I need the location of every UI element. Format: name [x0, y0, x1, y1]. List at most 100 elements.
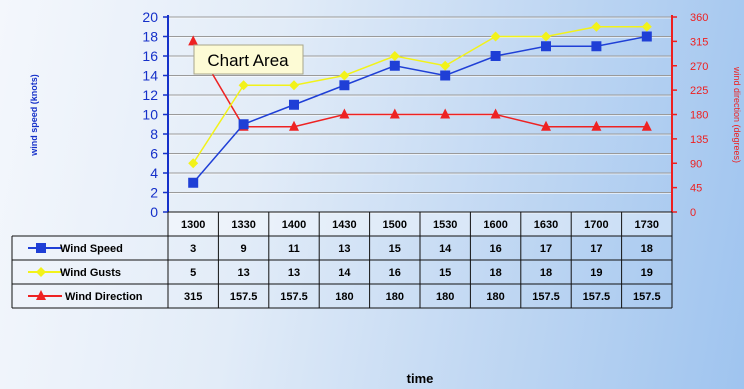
legend-wind-speed: Wind Speed [28, 243, 123, 255]
point-wind-gusts-1530 [440, 60, 451, 71]
y-right-tick-225: 225 [690, 85, 708, 97]
y-right-tick-180: 180 [690, 110, 708, 122]
y-right-tick-135: 135 [690, 134, 708, 146]
y-right-tick-45: 45 [690, 183, 702, 195]
x-tick-1430: 1430 [332, 219, 356, 231]
x-tick-1300: 1300 [181, 219, 205, 231]
point-wind-gusts-1500 [389, 51, 400, 61]
point-wind-speed-1630 [541, 41, 551, 52]
y-left-tick-20: 20 [142, 9, 158, 25]
point-wind-speed-1330 [238, 119, 249, 130]
x-tick-1330: 1330 [231, 219, 255, 231]
data-label-wind-direction-1330: 157.5 [230, 291, 258, 303]
point-wind-direction-1630 [541, 120, 551, 131]
y-right-axis-title: wind direction (degrees) [732, 66, 742, 163]
axes: 0 2 4 6 8 10 12 14 16 18 20 0 45 90 135 180 225 270 315 360 [142, 9, 708, 220]
point-wind-direction-1400 [289, 120, 299, 131]
point-wind-direction-1700 [591, 120, 602, 131]
tooltip-label: Chart Area [207, 51, 289, 70]
chart-area-tooltip: Chart Area [193, 44, 304, 75]
data-label-wind-direction-1600: 180 [486, 291, 504, 303]
data-table: 1300 1330 1400 1430 1500 1530 1600 1630 1700 1730… [11, 211, 673, 309]
data-label-wind-direction-1730: 157.5 [633, 291, 661, 303]
y-right-tick-360: 360 [690, 12, 708, 24]
y-left-tick-6: 6 [150, 146, 158, 162]
series-layer [188, 21, 652, 188]
data-label-wind-gusts-1430: 14 [338, 267, 351, 279]
point-wind-speed-1500 [389, 60, 400, 71]
y-left-tick-14: 14 [142, 68, 158, 84]
y-right-tick-270: 270 [690, 61, 708, 73]
x-tick-1600: 1600 [483, 219, 507, 231]
point-wind-speed-1700 [591, 41, 602, 52]
legend-label-wind-gusts: Wind Gusts [60, 267, 121, 279]
point-wind-speed-1400 [289, 99, 299, 110]
y-left-tick-8: 8 [150, 126, 158, 142]
legend-marker-wind-direction [36, 290, 46, 300]
x-tick-1630: 1630 [534, 219, 558, 231]
series-wind-direction [188, 35, 652, 131]
data-label-wind-gusts-1330: 13 [237, 267, 249, 279]
data-label-wind-speed-1500: 15 [389, 243, 401, 255]
point-wind-speed-1300 [188, 177, 199, 188]
x-axis-title: time [407, 371, 434, 386]
legend-label-wind-direction: Wind Direction [65, 291, 143, 303]
y-right-tick-315: 315 [690, 36, 708, 48]
legend-label-wind-speed: Wind Speed [60, 243, 123, 255]
y-left-tick-2: 2 [150, 185, 158, 201]
point-wind-speed-1600 [490, 51, 501, 61]
data-label-wind-gusts-1700: 19 [590, 267, 602, 279]
point-wind-speed-1530 [440, 70, 451, 81]
x-tick-1530: 1530 [433, 219, 457, 231]
series-line-wind-gusts [192, 26, 647, 164]
data-label-wind-gusts-1530: 15 [439, 267, 451, 279]
series-wind-gusts [188, 21, 652, 169]
point-wind-direction-1300 [188, 35, 199, 46]
data-label-wind-gusts-1730: 19 [641, 267, 653, 279]
data-label-wind-gusts-1600: 18 [489, 267, 501, 279]
data-label-wind-direction-1630: 157.5 [532, 291, 560, 303]
data-label-wind-direction-1430: 180 [335, 291, 353, 303]
x-tick-1700: 1700 [584, 219, 608, 231]
y-left-tick-18: 18 [142, 29, 158, 45]
data-label-wind-gusts-1400: 13 [288, 267, 300, 279]
data-label-wind-direction-1300: 315 [184, 291, 202, 303]
y-left-tick-10: 10 [142, 107, 158, 123]
point-wind-direction-1530 [440, 108, 451, 119]
legend-wind-gusts: Wind Gusts [28, 267, 121, 279]
y-left-tick-0: 0 [150, 204, 158, 220]
x-tick-1730: 1730 [635, 219, 659, 231]
legend-wind-direction: Wind Direction [28, 290, 143, 303]
data-label-wind-speed-1430: 13 [338, 243, 350, 255]
legend-marker-wind-speed [36, 243, 46, 253]
data-label-wind-direction-1700: 157.5 [583, 291, 611, 303]
point-wind-gusts-1400 [289, 80, 299, 91]
data-label-wind-direction-1400: 157.5 [280, 291, 308, 303]
grid-lines [168, 16, 672, 214]
point-wind-gusts-1430 [339, 70, 350, 81]
data-label-wind-speed-1300: 3 [190, 243, 196, 255]
y-right-tick-0: 0 [690, 207, 696, 219]
series-wind-speed [188, 31, 652, 188]
y-left-tick-4: 4 [150, 165, 158, 181]
data-label-wind-speed-1630: 17 [540, 243, 552, 255]
point-wind-direction-1500 [389, 108, 400, 119]
series-line-wind-speed [192, 35, 647, 184]
data-label-wind-speed-1600: 16 [489, 243, 501, 255]
y-right-tick-90: 90 [690, 158, 702, 170]
point-wind-direction-1430 [339, 108, 350, 119]
data-label-wind-speed-1330: 9 [241, 243, 247, 255]
y-left-tick-12: 12 [142, 87, 158, 103]
point-wind-speed-1730 [641, 31, 652, 42]
point-wind-gusts-1700 [591, 21, 602, 32]
point-wind-gusts-1300 [188, 158, 199, 169]
data-label-wind-speed-1530: 14 [439, 243, 452, 255]
data-label-wind-direction-1530: 180 [436, 291, 454, 303]
point-wind-direction-1600 [490, 108, 501, 119]
point-wind-gusts-1730 [641, 21, 652, 32]
data-label-wind-gusts-1500: 16 [389, 267, 401, 279]
data-label-wind-gusts-1630: 18 [540, 267, 552, 279]
y-left-axis-title: wind speed (knots) [29, 74, 39, 157]
